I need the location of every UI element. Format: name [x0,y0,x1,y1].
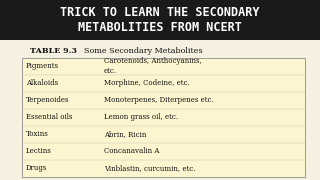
Text: Toxins: Toxins [26,130,49,138]
Text: Pigments: Pigments [26,62,59,70]
Text: Concanavalin A: Concanavalin A [104,147,159,155]
Text: Terpenoides: Terpenoides [26,96,69,104]
Text: Lectins: Lectins [26,147,52,155]
Bar [0,0,320,40]
Text: Abrin, Ricin: Abrin, Ricin [104,130,146,138]
Bar [22,58,305,177]
Text: Lemon grass oil, etc.: Lemon grass oil, etc. [104,113,178,121]
Text: TABLE 9.3: TABLE 9.3 [30,47,77,55]
Text: Carotenoids, Anthocyanins,
etc.: Carotenoids, Anthocyanins, etc. [104,57,202,75]
Bar [0,40,320,180]
Text: Vinblastin, curcumin, etc.: Vinblastin, curcumin, etc. [104,165,196,172]
Text: Monoterpenes, Diterpenes etc.: Monoterpenes, Diterpenes etc. [104,96,214,104]
Text: Essential oils: Essential oils [26,113,72,121]
Text: Morphine, Codeine, etc.: Morphine, Codeine, etc. [104,79,190,87]
Text: Some Secondary Metabolites: Some Secondary Metabolites [84,47,203,55]
Text: Alkaloids: Alkaloids [26,79,58,87]
Text: TRICK TO LEARN THE SECONDARY
METABOLITIES FROM NCERT: TRICK TO LEARN THE SECONDARY METABOLITIE… [60,6,260,34]
Text: Drugs: Drugs [26,165,47,172]
